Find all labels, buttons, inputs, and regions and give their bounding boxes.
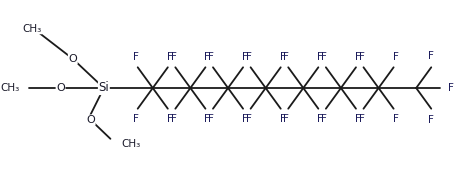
- Text: F: F: [246, 52, 252, 62]
- Text: F: F: [204, 52, 210, 62]
- Text: F: F: [317, 52, 323, 62]
- Text: CH₃: CH₃: [0, 83, 19, 93]
- Text: F: F: [283, 52, 289, 62]
- Text: F: F: [359, 52, 365, 62]
- Text: F: F: [280, 52, 286, 62]
- Text: F: F: [321, 52, 327, 62]
- Text: F: F: [246, 114, 252, 124]
- Text: O: O: [86, 115, 95, 125]
- Text: F: F: [133, 114, 139, 124]
- Text: F: F: [167, 114, 173, 124]
- Text: O: O: [56, 83, 65, 93]
- Text: Si: Si: [99, 81, 109, 95]
- Text: F: F: [280, 114, 286, 124]
- Text: F: F: [133, 52, 139, 62]
- Text: F: F: [359, 114, 365, 124]
- Text: F: F: [171, 114, 177, 124]
- Text: CH₃: CH₃: [23, 24, 42, 34]
- Text: F: F: [171, 52, 177, 62]
- Text: F: F: [428, 51, 434, 61]
- Text: F: F: [428, 115, 434, 125]
- Text: F: F: [242, 114, 248, 124]
- Text: F: F: [393, 52, 399, 62]
- Text: F: F: [283, 114, 289, 124]
- Text: F: F: [321, 114, 327, 124]
- Text: F: F: [167, 52, 173, 62]
- Text: CH₃: CH₃: [122, 139, 141, 149]
- Text: F: F: [242, 52, 248, 62]
- Text: F: F: [317, 114, 323, 124]
- Text: F: F: [355, 52, 361, 62]
- Text: F: F: [204, 114, 210, 124]
- Text: F: F: [208, 114, 214, 124]
- Text: F: F: [448, 83, 454, 93]
- Text: O: O: [69, 54, 77, 64]
- Text: F: F: [355, 114, 361, 124]
- Text: F: F: [208, 52, 214, 62]
- Text: F: F: [393, 114, 399, 124]
